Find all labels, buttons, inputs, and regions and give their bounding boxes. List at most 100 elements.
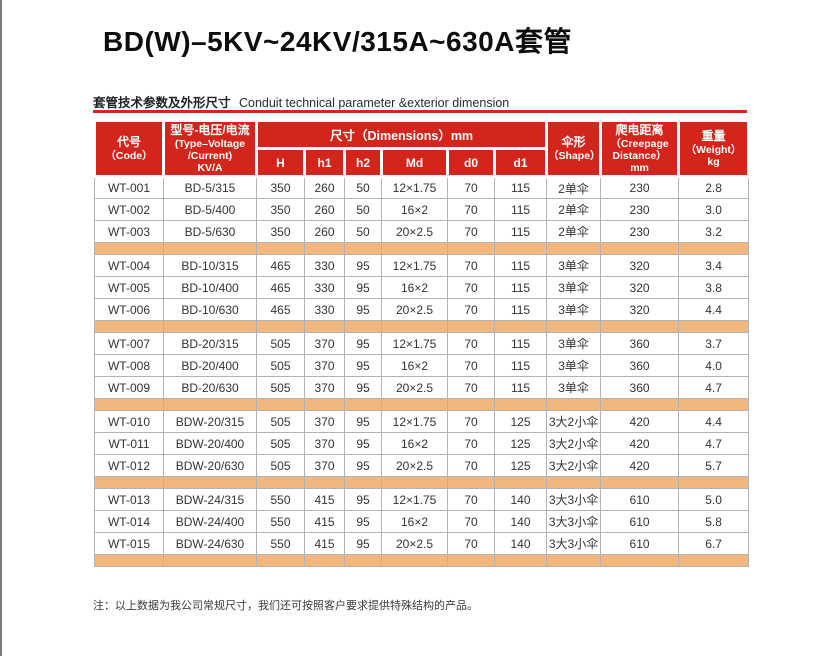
table-cell: 95	[344, 354, 382, 377]
table-cell: 550	[256, 510, 305, 533]
group-separator-cell	[493, 398, 548, 411]
table-cell: 505	[256, 332, 305, 355]
table-cell: 16×2	[381, 198, 448, 221]
col-header-weight-zh: 重量	[701, 129, 726, 143]
col-header-d1: d1	[492, 147, 549, 178]
table-cell: 115	[493, 376, 548, 399]
table-cell: BDW-24/630	[163, 532, 257, 555]
table-cell: 95	[344, 510, 382, 533]
table-body: WT-001 BD-5/315 350 260 50 12×1.75 70 115 2单伞 230…	[94, 176, 750, 567]
table-cell: 415	[304, 510, 345, 533]
table-cell: WT-011	[94, 432, 164, 455]
table-cell: 12×1.75	[381, 488, 448, 511]
group-separator-cell	[163, 476, 257, 489]
table-cell: 95	[344, 276, 382, 299]
table-cell: 3大3小伞	[546, 532, 602, 555]
table-cell: 115	[493, 298, 548, 321]
col-header-code: 代号 （Code）	[93, 119, 165, 178]
section-title-zh: 套管技术参数及外形尺寸	[93, 96, 231, 110]
group-separator-cell	[678, 554, 750, 567]
group-separator-cell	[678, 476, 750, 489]
table-cell: 115	[493, 176, 548, 199]
table-cell: 370	[304, 454, 345, 477]
group-separator-cell	[493, 242, 548, 255]
group-separator-cell	[546, 398, 602, 411]
scan-edge-line	[0, 0, 2, 656]
table-cell: 550	[256, 488, 305, 511]
table-cell: 95	[344, 488, 382, 511]
table-cell: 12×1.75	[381, 332, 448, 355]
group-separator-cell	[600, 554, 680, 567]
table-row: WT-007 BD-20/315 505 370 95 12×1.75 70 115 3单伞 36…	[94, 332, 750, 355]
group-separator-cell	[447, 554, 495, 567]
group-separator-cell	[546, 242, 602, 255]
note-text: 注：以上数据为我公司常规尺寸，我们还可按照客户要求提供特殊结构的产品。	[93, 600, 478, 612]
table-cell: 360	[600, 332, 680, 355]
table-cell: 6.7	[678, 532, 750, 555]
table-cell: 20×2.5	[381, 298, 448, 321]
table-cell: BD-5/315	[163, 176, 257, 199]
table-cell: 50	[344, 220, 382, 243]
table-cell: 4.4	[678, 298, 750, 321]
spec-table: 代号 （Code） 型号-电压/电流 (Type–Voltage /Curren…	[93, 119, 751, 567]
table-cell: 360	[600, 376, 680, 399]
section-title: 套管技术参数及外形尺寸 Conduit technical parameter …	[93, 92, 509, 112]
table-cell: 610	[600, 510, 680, 533]
table-cell: WT-012	[94, 454, 164, 477]
col-header-code-zh: 代号	[116, 135, 141, 149]
table-cell: BD-5/630	[163, 220, 257, 243]
table-cell: 3.8	[678, 276, 750, 299]
table-cell: 20×2.5	[381, 532, 448, 555]
table-row: WT-009 BD-20/630 505 370 95 20×2.5 70 115 3单伞 360…	[94, 376, 750, 399]
section-title-en: Conduit technical parameter &exterior di…	[238, 96, 510, 110]
group-separator-cell	[304, 320, 345, 333]
table-cell: 140	[493, 488, 548, 511]
table-cell: WT-007	[94, 332, 164, 355]
table-cell: 610	[600, 488, 680, 511]
table-cell: 2.8	[678, 176, 750, 199]
table-cell: WT-003	[94, 220, 164, 243]
table-cell: 350	[256, 220, 305, 243]
group-separator-cell	[304, 398, 345, 411]
table-row: WT-008 BD-20/400 505 370 95 16×2 70 115 3单伞 360 4.…	[94, 354, 750, 377]
group-separator-cell	[447, 320, 495, 333]
table-cell: 3单伞	[546, 354, 602, 377]
table-cell: WT-001	[94, 176, 164, 199]
table-cell: 20×2.5	[381, 376, 448, 399]
table-cell: 505	[256, 454, 305, 477]
col-header-type-sub: (Type–Voltage /Current) KV/A	[174, 138, 246, 174]
group-separator	[94, 320, 750, 333]
table-cell: 370	[304, 432, 345, 455]
table-cell: 415	[304, 488, 345, 511]
group-separator	[94, 242, 750, 255]
table-cell: 16×2	[381, 354, 448, 377]
table-cell: BD-10/630	[163, 298, 257, 321]
table-cell: 320	[600, 276, 680, 299]
table-cell: 70	[447, 176, 495, 199]
table-cell: 370	[304, 410, 345, 433]
table-cell: WT-013	[94, 488, 164, 511]
table-row: WT-006 BD-10/630 465 330 95 20×2.5 70 115 3单伞 320…	[94, 298, 750, 321]
col-header-H: H	[255, 147, 306, 178]
table-cell: 3单伞	[546, 298, 602, 321]
table-cell: 370	[304, 376, 345, 399]
table-cell: BD-10/400	[163, 276, 257, 299]
table-cell: BDW-20/315	[163, 410, 257, 433]
table-cell: 70	[447, 510, 495, 533]
group-separator-cell	[678, 242, 750, 255]
group-separator-cell	[546, 320, 602, 333]
table-cell: 370	[304, 332, 345, 355]
table-cell: 95	[344, 454, 382, 477]
table-cell: 330	[304, 298, 345, 321]
table-cell: 550	[256, 532, 305, 555]
group-separator-cell	[600, 242, 680, 255]
group-separator	[94, 398, 750, 411]
table-cell: 70	[447, 454, 495, 477]
table-cell: 3.4	[678, 254, 750, 277]
group-separator-cell	[381, 476, 448, 489]
table-cell: 230	[600, 176, 680, 199]
col-header-shape-sub: （Shape）	[548, 150, 601, 162]
table-cell: WT-009	[94, 376, 164, 399]
table-cell: BDW-20/630	[163, 454, 257, 477]
